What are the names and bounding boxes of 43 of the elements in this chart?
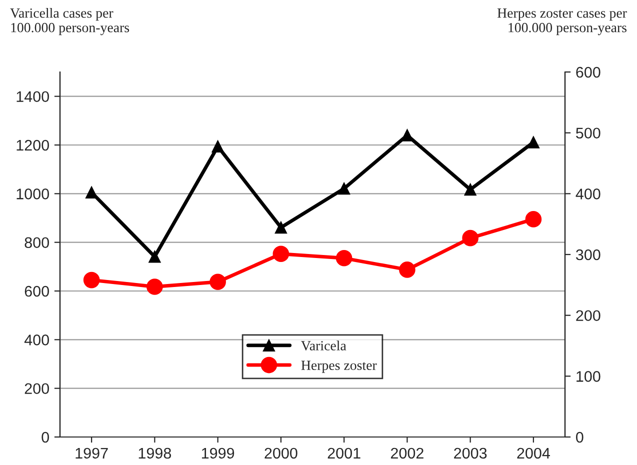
point	[462, 230, 478, 246]
y2-tick-label: 500	[576, 128, 600, 139]
x-tick-label: 2000	[264, 448, 298, 459]
y2-tick-label: 600	[576, 66, 600, 78]
x-tick-label: 2002	[390, 448, 424, 459]
x-tick-label: 1997	[76, 448, 108, 459]
x-tick-label: 2001	[328, 448, 360, 459]
y-tick-label: 400	[24, 334, 49, 346]
y-tick-label: 600	[24, 286, 49, 297]
point	[146, 278, 163, 295]
y-tick-label: 1000	[16, 188, 49, 200]
y2-tick-label: 300	[576, 249, 600, 260]
point	[210, 274, 226, 290]
y2-tick-label: 400	[576, 188, 600, 200]
point	[272, 246, 290, 262]
x-tick-label: 1998	[138, 448, 172, 459]
point	[399, 262, 416, 278]
y-tick-label: 0	[42, 432, 49, 443]
x-tick-label: 1999	[202, 448, 234, 459]
y-tick-label: 800	[24, 237, 49, 248]
y-axis-title: Varicella cases per 100.000 person-years	[10, 8, 130, 36]
y2-axis-title: Herpes zoster cases per 100.000 person-years	[497, 8, 627, 36]
point	[274, 221, 288, 234]
y-tick-label: 1200	[16, 140, 49, 151]
point	[527, 136, 540, 148]
point	[83, 272, 100, 288]
y2-tick-label: 100	[576, 371, 600, 382]
point	[401, 129, 414, 142]
x-tick-label: 2004	[517, 448, 550, 459]
point	[212, 140, 224, 153]
y2-tick-label: 0	[576, 432, 584, 443]
point	[525, 211, 542, 228]
y2-tick-label: 200	[576, 310, 600, 322]
y-tick-label: 1400	[16, 91, 49, 102]
y-tick-label: 200	[24, 383, 49, 394]
x-tick-label: 2003	[454, 448, 487, 459]
point	[336, 250, 352, 266]
legend-label: Herpes zoster	[301, 360, 377, 373]
point	[338, 182, 350, 195]
point	[464, 183, 476, 196]
point	[85, 186, 98, 199]
point	[148, 250, 161, 263]
legend-label: Varicela	[301, 340, 346, 350]
